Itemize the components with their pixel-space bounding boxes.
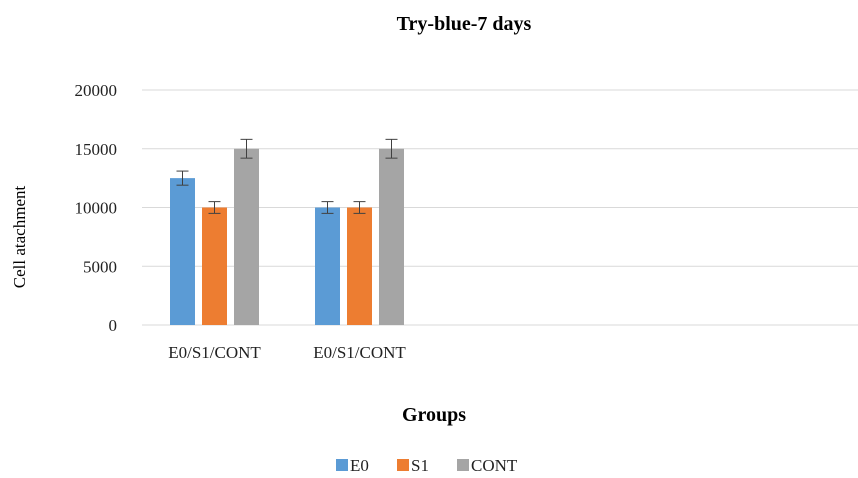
x-category-label: E0/S1/CONT: [313, 343, 406, 362]
y-axis-label: Cell atachment: [10, 186, 29, 289]
x-axis-label: Groups: [402, 404, 466, 426]
legend-swatch-e0: [336, 459, 348, 471]
bar-cont: [379, 148, 404, 325]
bars: [170, 148, 404, 325]
chart-title: Try-blue-7 days: [397, 13, 532, 35]
x-axis-categories: E0/S1/CONT E0/S1/CONT: [168, 343, 406, 362]
y-tick-label: 10000: [75, 199, 118, 218]
legend-swatch-cont: [457, 459, 469, 471]
bar-cont: [234, 148, 259, 325]
y-tick-label: 0: [109, 316, 118, 335]
legend-label-cont: CONT: [471, 456, 518, 475]
bar-s1: [347, 207, 372, 325]
x-category-label: E0/S1/CONT: [168, 343, 261, 362]
bar-s1: [202, 207, 227, 325]
legend-label-e0: E0: [350, 456, 369, 475]
legend: E0 S1 CONT: [336, 456, 518, 475]
bar-e0: [315, 207, 340, 325]
gridlines: [142, 89, 858, 326]
bar-e0: [170, 178, 195, 325]
error-bars: [176, 138, 398, 214]
y-tick-label: 15000: [75, 140, 118, 159]
y-tick-label: 5000: [83, 257, 117, 276]
legend-swatch-s1: [397, 459, 409, 471]
legend-label-s1: S1: [411, 456, 429, 475]
y-tick-label: 20000: [75, 81, 118, 100]
y-axis-ticks: 0 5000 10000 15000 20000: [75, 81, 118, 335]
